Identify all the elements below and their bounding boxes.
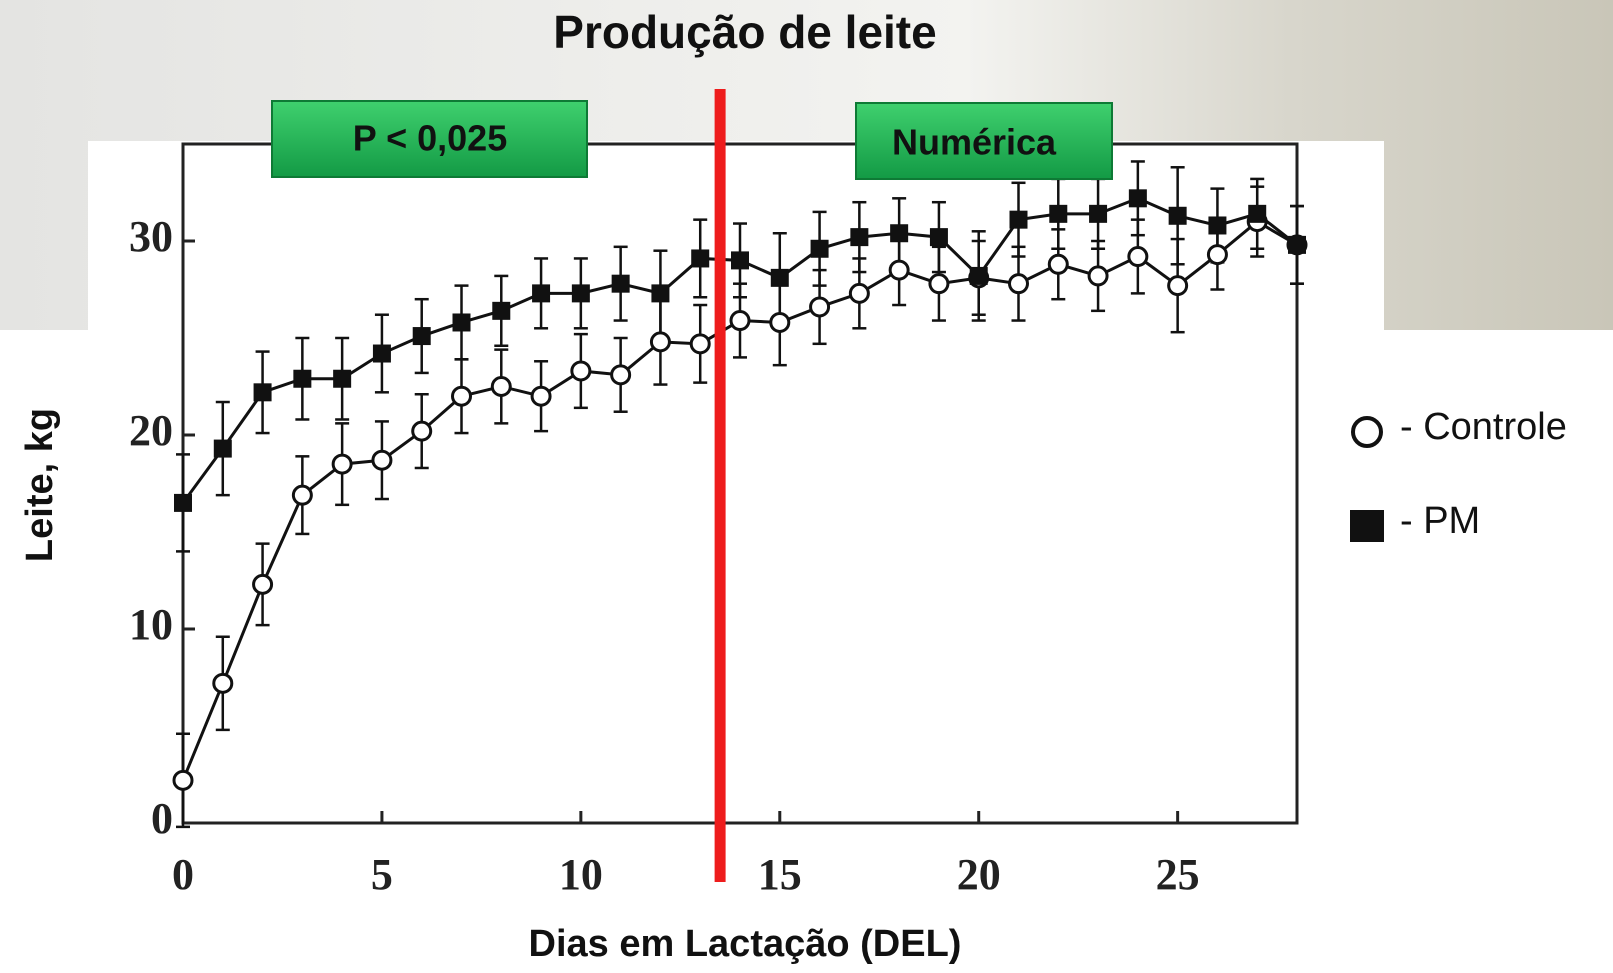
y-axis-label: Leite, kg xyxy=(19,408,61,562)
plot-area: 0 5 10 15 20 25 0 10 20 30 xyxy=(129,142,1308,899)
point xyxy=(530,385,552,407)
point xyxy=(1009,210,1028,229)
point xyxy=(411,420,433,442)
point xyxy=(331,453,353,475)
point xyxy=(850,228,869,247)
point xyxy=(532,284,551,303)
annotation-box: Numérica xyxy=(855,102,1113,180)
point xyxy=(610,364,632,386)
annotation: P < 0,025 xyxy=(353,118,507,159)
point xyxy=(372,344,391,363)
chart-title: Produção de leite xyxy=(553,6,936,58)
point xyxy=(1168,206,1187,225)
x-tick-label: 15 xyxy=(758,850,802,899)
point xyxy=(371,449,393,471)
y-tick-label: 0 xyxy=(151,794,173,843)
point xyxy=(1288,235,1306,254)
annotation-background xyxy=(855,102,1113,180)
point xyxy=(1206,244,1228,266)
point xyxy=(888,259,910,281)
x-tick-label: 0 xyxy=(172,850,194,899)
legend-marker xyxy=(1350,510,1384,542)
legend-label: - PM xyxy=(1400,500,1480,542)
point xyxy=(412,327,431,346)
point xyxy=(769,311,791,333)
point xyxy=(293,369,312,388)
y-tick-label: 20 xyxy=(129,406,173,455)
legend-label: - Controle xyxy=(1400,406,1567,448)
point xyxy=(649,331,671,353)
legend: - Controle - PM xyxy=(1350,406,1567,542)
point xyxy=(291,484,313,506)
point xyxy=(1167,275,1189,297)
y-tick-label: 30 xyxy=(129,212,173,261)
point xyxy=(213,439,232,458)
point xyxy=(809,296,831,318)
point xyxy=(1087,265,1109,287)
point xyxy=(689,333,711,355)
annotation-box: P < 0,025 xyxy=(271,100,588,178)
point xyxy=(928,273,950,295)
point xyxy=(1208,216,1227,235)
x-tick-label: 10 xyxy=(559,850,603,899)
x-axis-label: Dias em Lactação (DEL) xyxy=(529,923,962,965)
point xyxy=(770,268,789,287)
point xyxy=(174,493,192,512)
point xyxy=(1128,189,1147,208)
point xyxy=(253,383,272,402)
point xyxy=(929,228,948,247)
point xyxy=(731,251,749,270)
point xyxy=(1127,246,1149,268)
point xyxy=(651,284,670,303)
point xyxy=(810,239,829,258)
point xyxy=(252,573,274,595)
point xyxy=(1089,204,1108,223)
point xyxy=(333,369,352,388)
point xyxy=(1047,253,1069,275)
point xyxy=(691,249,710,268)
point xyxy=(571,284,590,303)
point xyxy=(611,274,630,293)
point xyxy=(212,672,234,694)
x-tick-label: 25 xyxy=(1156,850,1200,899)
x-tick-label: 20 xyxy=(957,850,1001,899)
legend-marker xyxy=(1351,416,1383,448)
annotation-background xyxy=(271,100,588,178)
point xyxy=(969,266,988,285)
point xyxy=(570,360,592,382)
annotation: Numérica xyxy=(892,122,1057,163)
y-tick-label: 10 xyxy=(129,600,173,649)
point xyxy=(492,301,511,320)
point xyxy=(848,282,870,304)
point xyxy=(490,376,512,397)
point xyxy=(452,313,471,332)
point xyxy=(729,310,751,332)
point xyxy=(1008,273,1029,295)
point xyxy=(1248,204,1267,223)
point xyxy=(172,769,194,791)
x-tick-label: 5 xyxy=(371,850,393,899)
point xyxy=(1049,204,1068,223)
point xyxy=(451,385,472,407)
point xyxy=(890,224,909,243)
